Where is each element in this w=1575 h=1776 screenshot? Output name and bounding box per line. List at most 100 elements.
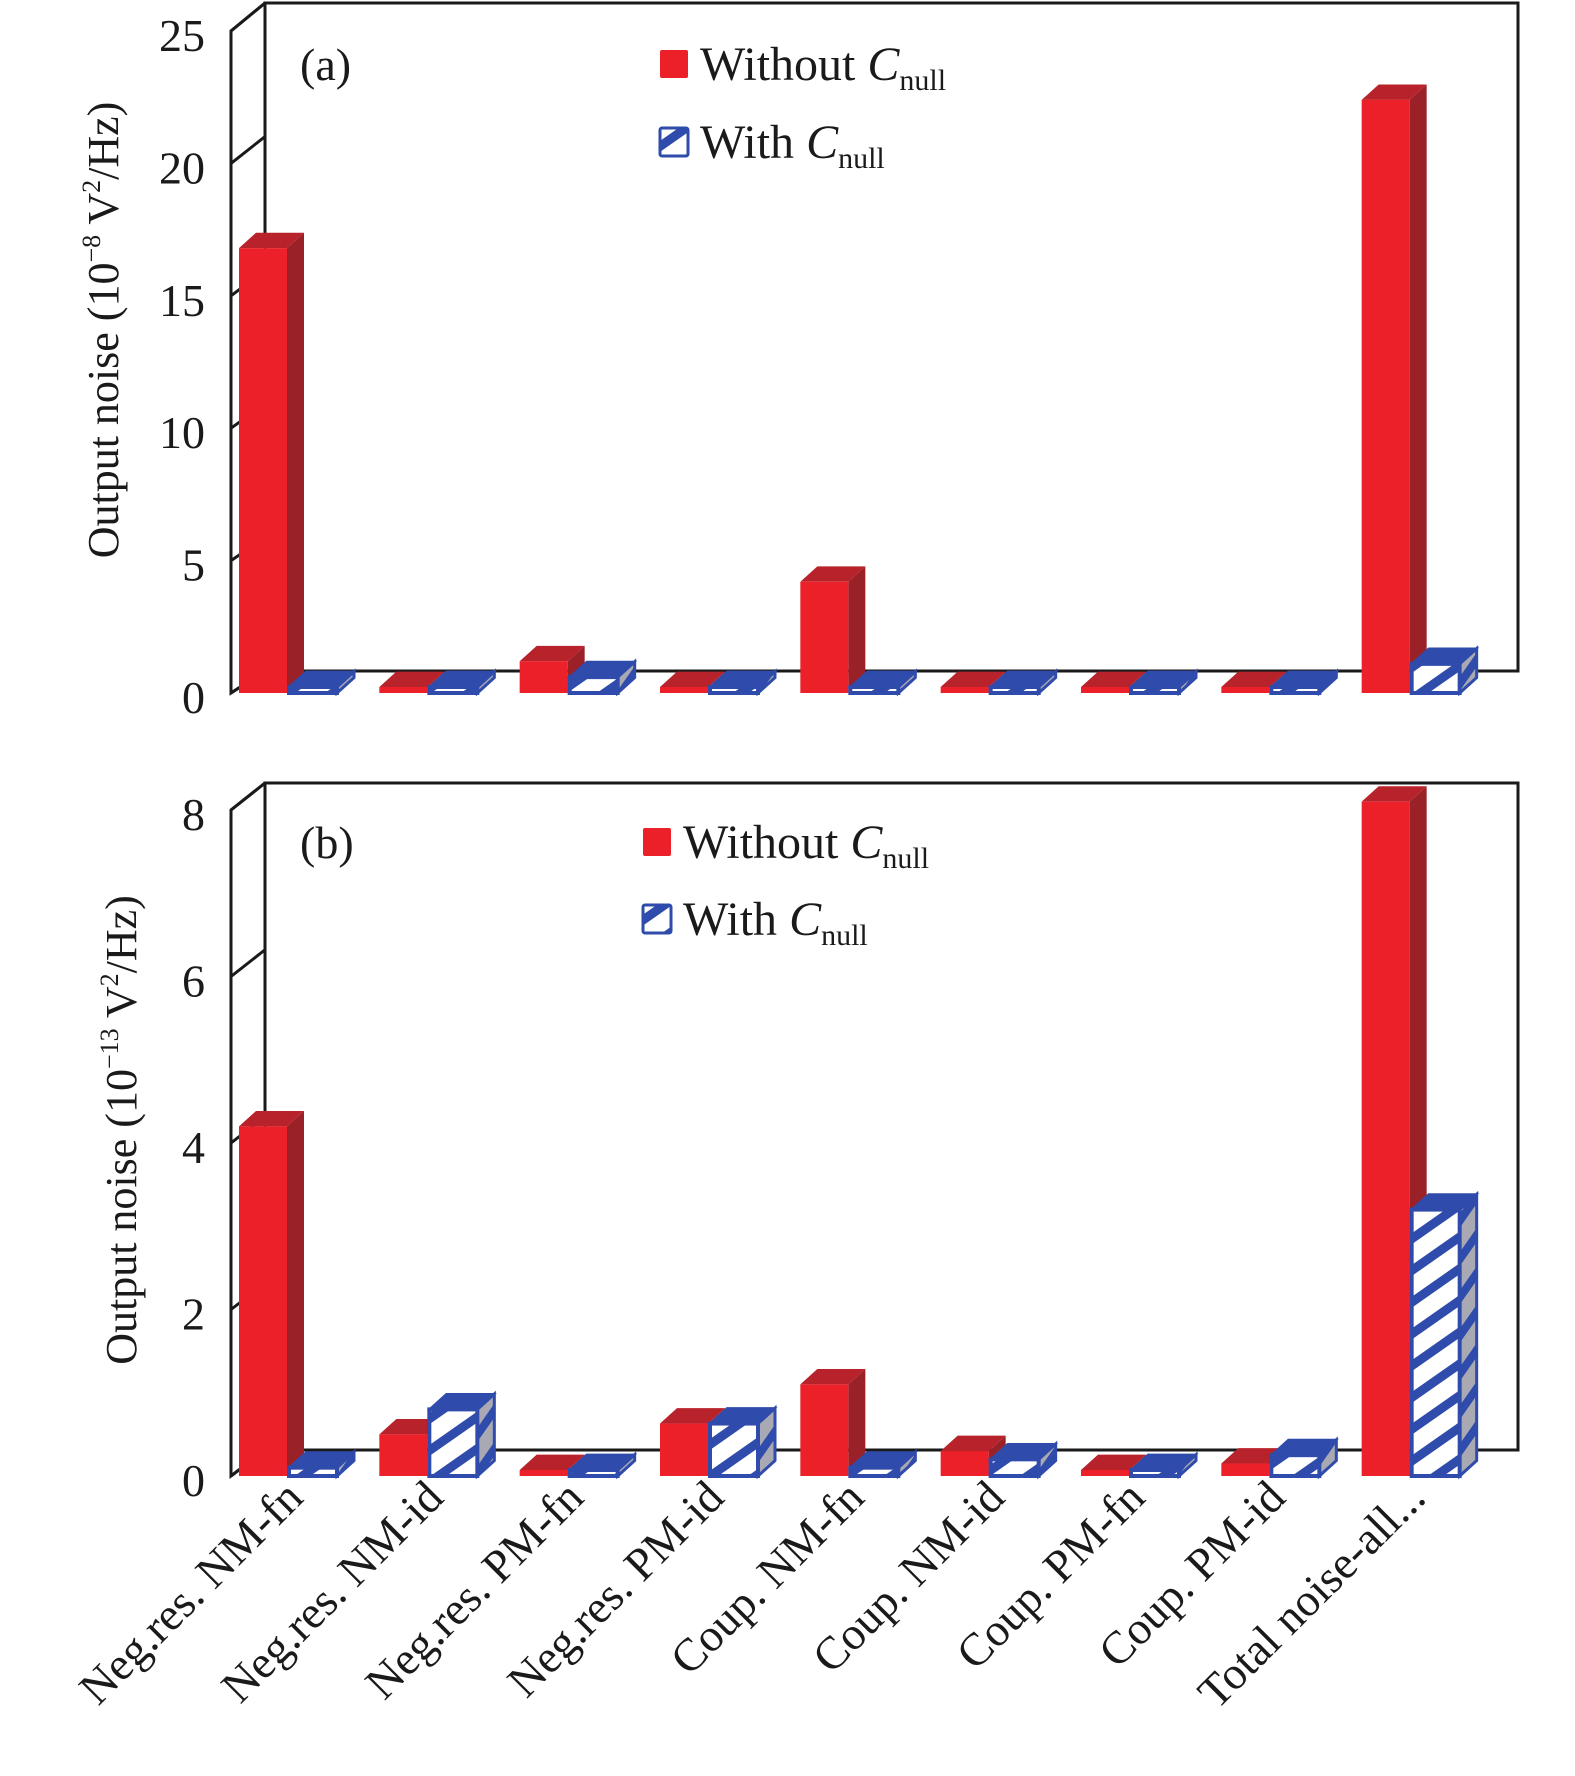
plot-back-wall (263, 781, 1520, 1452)
bar-without-cnull[interactable] (239, 1110, 304, 1476)
bar-front-face (1269, 685, 1322, 695)
bar-top-face (1361, 786, 1427, 802)
bar-front-face (519, 1470, 568, 1476)
y-tick-label: 20 (159, 142, 205, 193)
y-axis-tick (230, 948, 266, 978)
bar-side-face (1409, 84, 1427, 693)
bar-side-face (287, 1110, 304, 1476)
y-axis-title: Output noise (10−13 V2/Hz) (95, 895, 146, 1365)
bar-top-face (1221, 671, 1287, 687)
legend-label-with-cnull: With Cnull (700, 116, 885, 175)
bar-front-face (708, 685, 760, 695)
bar-top-face (660, 1408, 725, 1424)
bar-with-cnull[interactable] (707, 668, 778, 697)
bar-front-face (427, 685, 480, 695)
bar-front-face (1409, 661, 1462, 696)
bar-without-cnull[interactable] (800, 1369, 866, 1476)
y-axis-title: Output noise (10−8 V2/Hz) (77, 102, 128, 559)
bar-with-cnull[interactable] (426, 1390, 497, 1480)
bar-with-cnull[interactable] (286, 668, 357, 697)
legend-swatch-without-cnull (643, 828, 671, 856)
bar-top-face (1361, 84, 1427, 100)
bar-with-cnull[interactable] (1409, 1190, 1480, 1480)
y-tick-label: 6 (182, 956, 205, 1007)
bar-front-face (379, 687, 428, 693)
y-tick-label: 10 (159, 407, 205, 458)
bar-with-cnull[interactable] (567, 1451, 638, 1480)
bar-without-cnull[interactable] (1361, 84, 1427, 693)
bar-front-face (660, 687, 708, 693)
bar-front-face (1409, 1207, 1462, 1478)
bar-with-cnull[interactable] (1268, 1436, 1339, 1480)
bar-front-face (1361, 99, 1410, 693)
bar-side-face (848, 566, 866, 693)
bar-with-cnull[interactable] (567, 658, 638, 697)
legend-label-without-cnull: Without Cnull (683, 816, 929, 875)
bar-front-face (379, 1434, 428, 1476)
bar-without-cnull[interactable] (239, 232, 304, 694)
bar-front-face (239, 1126, 287, 1476)
y-axis-tick (230, 135, 266, 165)
bar-top-face (1081, 1454, 1146, 1470)
panel-label: (a) (300, 39, 351, 90)
bar-front-face (800, 1384, 849, 1476)
bar-front-face (1269, 1453, 1322, 1478)
bar-with-cnull[interactable] (286, 1448, 357, 1480)
bar-top-face (940, 671, 1006, 687)
bar-with-cnull[interactable] (847, 1448, 918, 1480)
y-tick-label: 5 (182, 540, 205, 591)
bar-with-cnull[interactable] (1128, 668, 1199, 697)
bar-front-face (1361, 801, 1410, 1476)
bar-front-face (988, 1457, 1041, 1478)
bar-front-face (1129, 685, 1181, 695)
panel-a: 0 5 10 15 20 25 Output noise (10−8 V2/Hz) (a) Wi… (77, 1, 1520, 723)
bar-with-cnull[interactable] (1128, 1451, 1199, 1480)
bar-front-face (287, 1465, 339, 1479)
bar-with-cnull[interactable] (1268, 668, 1339, 697)
bar-with-cnull[interactable] (988, 668, 1059, 697)
panel-label: (b) (300, 817, 354, 868)
bar-top-face (800, 1369, 866, 1385)
bar-front-face (660, 1423, 708, 1476)
bar-with-cnull[interactable] (707, 1404, 778, 1480)
bar-top-face (800, 566, 866, 582)
legend-label-without-cnull: Without Cnull (700, 38, 946, 97)
bar-with-cnull[interactable] (426, 668, 497, 697)
y-tick-label: 15 (159, 275, 205, 326)
bar-top-face (379, 671, 445, 687)
bar-with-cnull[interactable] (1409, 645, 1480, 697)
bar-front-face (1081, 1470, 1129, 1476)
bar-front-face (567, 1468, 620, 1478)
bar-top-face (940, 1435, 1006, 1452)
bar-top-face (519, 645, 585, 662)
y-tick-label: 0 (182, 672, 205, 723)
bar-side-face (287, 232, 304, 693)
bar-front-face (567, 675, 620, 695)
legend-swatch-without-cnull (660, 50, 688, 78)
bar-front-face (848, 685, 901, 695)
bar-without-cnull[interactable] (800, 566, 866, 693)
y-axis-tick (230, 1, 266, 33)
bar-front-face (708, 1421, 760, 1478)
bar-front-face (848, 1465, 901, 1479)
y-axis-tick (230, 781, 266, 812)
plot-back-wall (263, 1, 1520, 673)
bar-front-face (940, 1451, 989, 1476)
legend-label-with-cnull: With Cnull (683, 893, 868, 952)
y-tick-label: 2 (182, 1289, 205, 1340)
bar-top-face (660, 671, 725, 687)
bar-side-face (848, 1369, 866, 1476)
y-tick-label: 0 (182, 1455, 205, 1506)
bar-top-face (239, 1110, 304, 1127)
bar-front-face (287, 685, 339, 695)
bar-front-face (940, 687, 989, 693)
bar-top-face (239, 232, 304, 249)
y-tick-label: 8 (182, 789, 205, 840)
bar-with-cnull[interactable] (847, 668, 918, 697)
bar-top-face (1081, 671, 1146, 687)
bar-without-cnull[interactable] (519, 645, 585, 693)
bar-with-cnull[interactable] (988, 1440, 1059, 1480)
panel-b: 0 2 4 6 8 Output noise (10−13 V2/Hz) (b) Withou… (95, 781, 1520, 1506)
